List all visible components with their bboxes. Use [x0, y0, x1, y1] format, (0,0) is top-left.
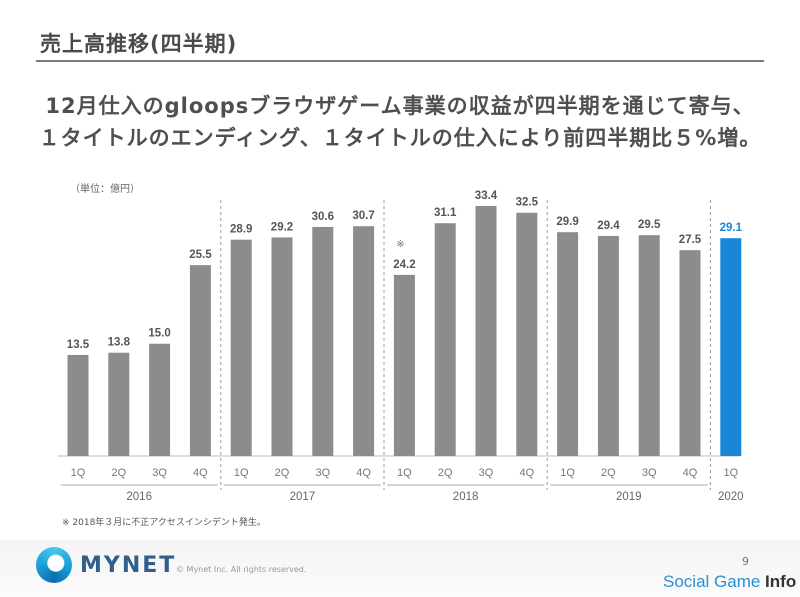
- x-tick-label: 4Q: [193, 467, 208, 479]
- x-tick-label: 2Q: [438, 467, 453, 479]
- x-tick-label: 2Q: [111, 467, 126, 479]
- bar: [434, 223, 456, 456]
- mynet-logo-icon: [36, 547, 72, 583]
- bar-value-label: 29.4: [597, 220, 620, 232]
- bar: [679, 250, 701, 456]
- bar: [393, 274, 415, 456]
- bar: [720, 238, 742, 456]
- page-number: 9: [742, 555, 749, 568]
- year-label: 2018: [453, 491, 479, 503]
- watermark: Social Game Info: [663, 572, 796, 592]
- headline-line-2: １タイトルのエンディング、１タイトルの仕入により前四半期比５%増。: [38, 126, 762, 150]
- x-tick-label: 1Q: [723, 467, 738, 479]
- bar: [108, 352, 130, 456]
- watermark-bold: Info: [765, 572, 797, 591]
- x-tick-label: 1Q: [560, 467, 575, 479]
- bar-value-label: 29.9: [556, 216, 578, 228]
- bar: [638, 235, 660, 456]
- x-tick-label: 4Q: [356, 467, 371, 479]
- x-tick-label: 1Q: [397, 467, 412, 479]
- bar-value-label: 32.5: [516, 197, 539, 209]
- footer-band: [0, 540, 800, 597]
- watermark-text: Social Game: [663, 572, 766, 591]
- bar: [230, 239, 252, 456]
- bar: [516, 212, 538, 456]
- bar: [149, 343, 171, 456]
- bar-value-label: 31.1: [434, 207, 457, 219]
- bar-value-label: 29.1: [720, 222, 743, 234]
- bar-value-label: 29.5: [638, 219, 661, 231]
- bar-value-label: 25.5: [189, 249, 212, 261]
- bar-value-label: 30.6: [312, 211, 334, 223]
- x-tick-label: 3Q: [315, 467, 330, 479]
- x-tick-label: 3Q: [152, 467, 167, 479]
- slide-title: 売上高推移(四半期): [40, 32, 238, 56]
- bar: [475, 206, 497, 456]
- copyright: © Mynet Inc. All rights reserved.: [176, 565, 307, 574]
- title-divider: [36, 60, 764, 62]
- bar: [557, 232, 579, 456]
- bar-value-label: 29.2: [271, 221, 293, 233]
- bar: [353, 226, 375, 456]
- year-label: 2019: [616, 491, 642, 503]
- bar: [312, 226, 334, 456]
- bar: [67, 354, 89, 456]
- x-tick-label: 1Q: [234, 467, 249, 479]
- unit-label: （単位：億円）: [70, 184, 140, 195]
- x-tick-label: 4Q: [519, 467, 534, 479]
- brand-name: MYNET: [80, 553, 177, 578]
- bar-value-label: 30.7: [352, 210, 374, 222]
- x-tick-label: 4Q: [683, 467, 698, 479]
- bar-value-label: 24.2: [393, 259, 415, 271]
- bar: [271, 237, 293, 456]
- bar-value-label: 13.5: [67, 339, 90, 351]
- bar: [189, 265, 211, 456]
- annotation-mark: ※: [396, 239, 404, 250]
- x-tick-label: 3Q: [479, 467, 494, 479]
- headline-line-1: 12月仕入のgloopsブラウザゲーム事業の収益が四半期を通じて寄与、: [45, 94, 755, 118]
- x-tick-label: 1Q: [71, 467, 86, 479]
- bar-value-label: 13.8: [108, 337, 131, 349]
- year-label: 2016: [126, 491, 152, 503]
- x-tick-label: 3Q: [642, 467, 657, 479]
- year-label: 2020: [718, 491, 744, 503]
- bar-value-label: 27.5: [679, 234, 702, 246]
- x-tick-label: 2Q: [275, 467, 290, 479]
- bar: [597, 235, 619, 456]
- x-tick-label: 2Q: [601, 467, 616, 479]
- footnote: ※ 2018年３月に不正アクセスインシデント発生。: [62, 518, 266, 528]
- bar-value-label: 33.4: [475, 190, 498, 202]
- bar-value-label: 28.9: [230, 224, 252, 236]
- bar-value-label: 15.0: [148, 328, 170, 340]
- year-label: 2017: [290, 491, 316, 503]
